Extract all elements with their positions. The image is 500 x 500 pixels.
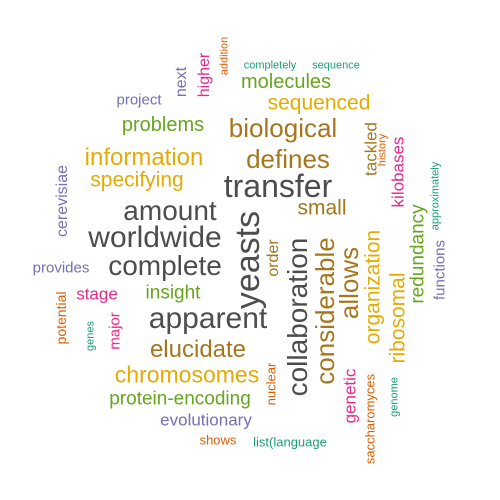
word-provides: provides [32, 259, 90, 277]
word-amount: amount [123, 195, 217, 226]
word-apparent: apparent [148, 302, 268, 335]
word-nuclear: nuclear [263, 362, 279, 406]
word-insight: insight [145, 282, 201, 304]
word-allows: allows [334, 246, 364, 320]
word-problems: problems [121, 114, 205, 136]
word-shows: shows [199, 432, 237, 448]
word-genome: genome [388, 377, 401, 417]
word-project: project [116, 91, 162, 109]
word-specifying: specifying [90, 168, 184, 192]
word-approximately: approximately [429, 161, 442, 231]
word-genes: genes [84, 321, 97, 351]
word-collaboration: collaboration [282, 237, 313, 397]
word-completely: completely [243, 59, 297, 72]
word-worldwide: worldwide [88, 221, 222, 254]
word-evolutionary: evolutionary [160, 410, 252, 430]
word-biological: biological [228, 113, 338, 143]
word-small: small [297, 196, 347, 220]
word-molecules: molecules [240, 71, 332, 93]
word-ribosomal: ribosomal [386, 272, 410, 364]
word-list-language: list(language [253, 434, 327, 450]
word-elucidate: elucidate [149, 336, 247, 363]
word-next: next [173, 66, 190, 98]
word-information: information [84, 144, 204, 171]
word-saccharomyces: saccharomyces [362, 373, 378, 465]
word-history: history [376, 133, 389, 167]
word-stage: stage [76, 284, 118, 304]
word-kilobases: kilobases [388, 136, 408, 208]
word-organization: organization [361, 229, 385, 345]
word-redundancy: redundancy [407, 204, 429, 304]
word-protein-encoding: protein-encoding [109, 388, 251, 410]
word-major: major [106, 312, 124, 350]
word-sequence: sequence [312, 59, 360, 72]
word-genetic: genetic [340, 368, 360, 424]
word-higher: higher [196, 52, 213, 98]
word-defines: defines [246, 144, 330, 174]
word-cerevisiae: cerevisiae [54, 164, 71, 238]
word-chromosomes: chromosomes [114, 361, 260, 388]
word-potential: potential [53, 291, 69, 345]
word-addition: addition [218, 36, 231, 76]
word-sequenced: sequenced [267, 91, 371, 115]
word-functions: functions [431, 239, 449, 301]
word-complete: complete [108, 250, 222, 281]
word-order: order [265, 239, 282, 277]
word-yeasts: yeasts [229, 210, 267, 310]
word-transfer: transfer [223, 168, 333, 204]
